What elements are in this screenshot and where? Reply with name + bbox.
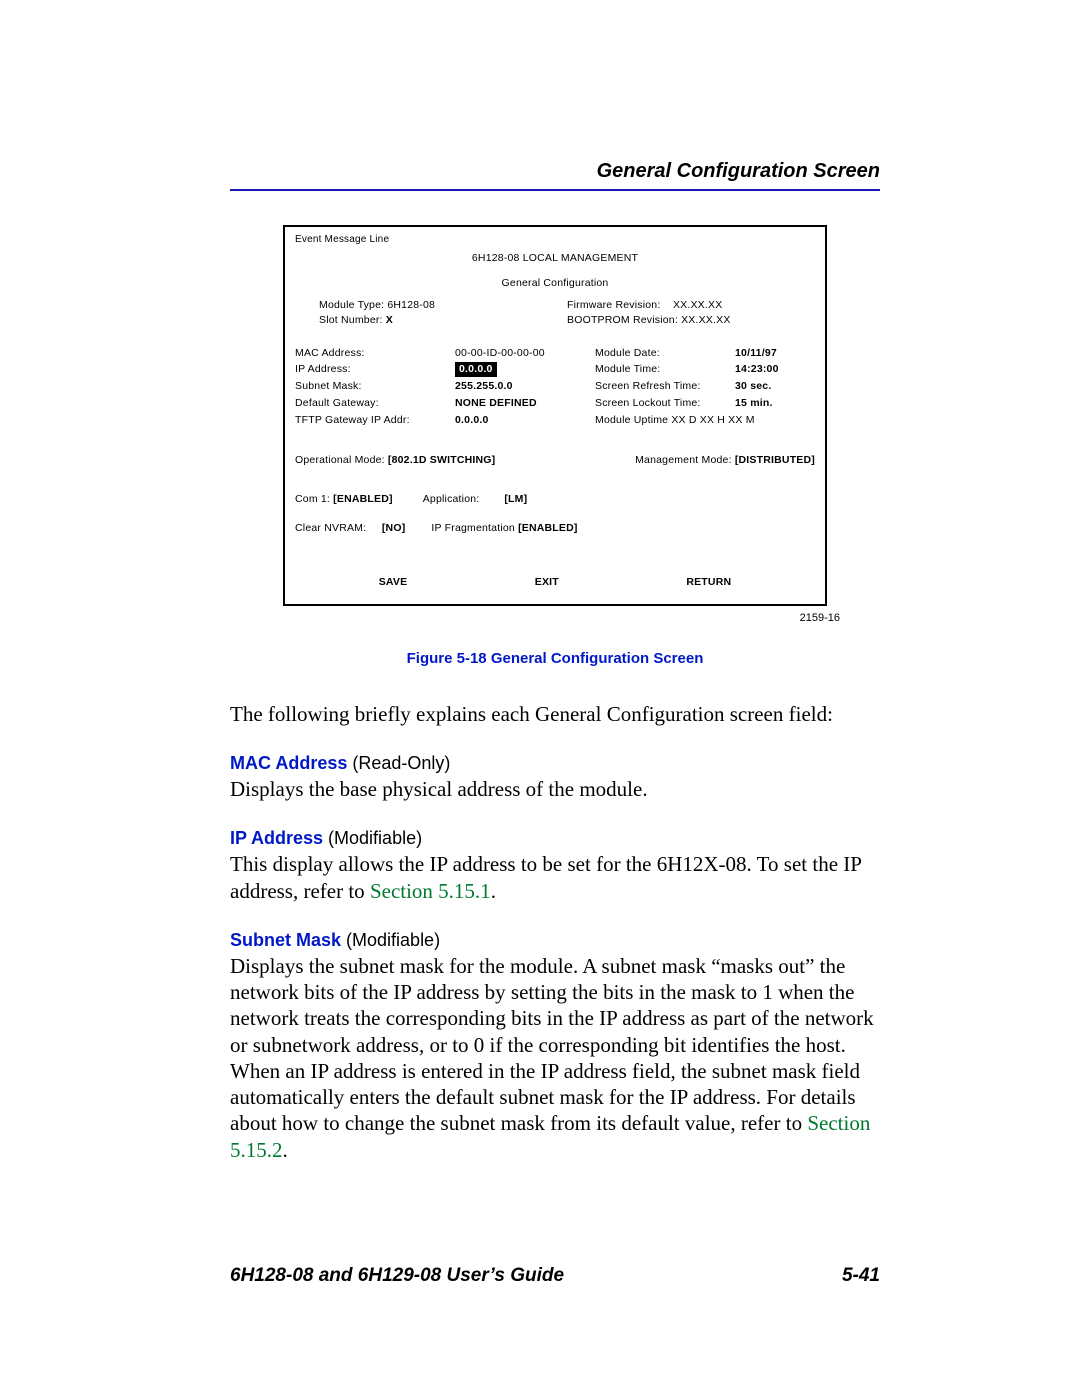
ip-field-mod: (Modifiable) [323,828,422,848]
fw-label: Firmware Revision: [567,299,660,311]
mgmt-mode[interactable]: Management Mode: [DISTRIBUTED] [635,453,815,468]
app-label: Application: [423,493,480,505]
subnet-field-mod: (Modifiable) [341,930,440,950]
date-value: 10/11/97 [735,346,815,361]
bootprom-rev: BOOTPROM Revision: XX.XX.XX [567,313,815,328]
mgmt-mode-value: [DISTRIBUTED] [735,454,815,466]
subnet-text-a: Displays the subnet mask for the module.… [230,954,874,1136]
op-mode[interactable]: Operational Mode: [802.1D SWITCHING] [295,453,495,468]
mac-label: MAC Address: [295,346,455,361]
uptime: Module Uptime XX D XX H XX M [595,413,815,428]
subnet-value[interactable]: 255.255.0.0 [455,379,595,394]
op-mode-label: Operational Mode: [295,454,388,466]
save-button[interactable]: SAVE [379,575,408,590]
exit-button[interactable]: EXIT [535,575,559,590]
page-header-title: General Configuration Screen [230,160,880,183]
event-message-line: Event Message Line [295,233,815,247]
mgmt-mode-label: Management Mode: [635,454,735,466]
ipfrag-label: IP Fragmentation [431,522,518,534]
mac-field-head: MAC Address (Read-Only) [230,753,880,774]
slot-value: X [386,314,393,326]
com1-value: [ENABLED] [333,493,393,505]
ip-fragmentation[interactable]: IP Fragmentation [ENABLED] [431,521,577,536]
refresh-value: 30 sec. [735,379,815,394]
footer-right: 5-41 [842,1265,880,1287]
subnet-field-name: Subnet Mask [230,930,341,950]
lockout-value: 15 min. [735,396,815,411]
clear-nvram-value: [NO] [382,522,406,534]
ip-value[interactable]: 0.0.0.0 [455,362,497,377]
clear-nvram[interactable]: Clear NVRAM: [NO] [295,521,405,536]
time-value: 14:23:00 [735,362,815,377]
ip-field-text: This display allows the IP address to be… [230,851,880,904]
date-label: Module Date: [595,346,735,361]
config-screen: Event Message Line 6H128-08 LOCAL MANAGE… [283,225,827,606]
gateway-value[interactable]: NONE DEFINED [455,396,595,411]
fw-value: XX.XX.XX [673,299,722,311]
intro-text: The following briefly explains each Gene… [230,701,880,727]
time-label: Module Time: [595,362,735,377]
header-rule [230,189,880,191]
ip-text-a: This display allows the IP address to be… [230,852,861,902]
subnet-label: Subnet Mask: [295,379,455,394]
lockout-label: Screen Lockout Time: [595,396,735,411]
refresh-label: Screen Refresh Time: [595,379,735,394]
page-footer: 6H128-08 and 6H129-08 User’s Guide 5-41 [230,1265,880,1287]
module-type: Module Type: 6H128-08 [319,298,567,313]
ip-field-name: IP Address [230,828,323,848]
ip-label: IP Address: [295,362,455,377]
firmware-rev: Firmware Revision: XX.XX.XX [567,298,815,313]
mac-field-mod: (Read-Only) [347,753,450,773]
screen-title-1: 6H128-08 LOCAL MANAGEMENT [295,251,815,266]
return-button[interactable]: RETURN [686,575,731,590]
ip-text-b: . [491,879,496,903]
footer-left: 6H128-08 and 6H129-08 User’s Guide [230,1265,564,1287]
slot-label: Slot Number: [319,314,386,326]
slot-number: Slot Number: X [319,313,567,328]
com1-label: Com 1: [295,493,333,505]
application[interactable]: Application: [LM] [423,492,528,507]
tftp-value[interactable]: 0.0.0.0 [455,413,595,428]
figure-caption: Figure 5-18 General Configuration Screen [230,650,880,667]
screen-title-2: General Configuration [295,276,815,291]
op-mode-value: [802.1D SWITCHING] [388,454,495,466]
app-value: [LM] [504,493,527,505]
figure-id: 2159-16 [230,612,840,624]
mac-value: 00-00-ID-00-00-00 [455,346,595,361]
net-grid: MAC Address: 00-00-ID-00-00-00 Module Da… [295,346,815,427]
mac-field-name: MAC Address [230,753,347,773]
com1[interactable]: Com 1: [ENABLED] [295,492,393,507]
clear-nvram-label: Clear NVRAM: [295,522,366,534]
gateway-label: Default Gateway: [295,396,455,411]
ip-field-head: IP Address (Modifiable) [230,828,880,849]
tftp-label: TFTP Gateway IP Addr: [295,413,455,428]
page: General Configuration Screen Event Messa… [0,0,1080,1397]
subnet-field-text: Displays the subnet mask for the module.… [230,953,880,1163]
ip-section-link[interactable]: Section 5.15.1 [370,879,491,903]
subnet-text-b: . [283,1138,288,1162]
ipfrag-value: [ENABLED] [518,522,578,534]
subnet-field-head: Subnet Mask (Modifiable) [230,930,880,951]
mac-field-text: Displays the base physical address of th… [230,776,880,802]
